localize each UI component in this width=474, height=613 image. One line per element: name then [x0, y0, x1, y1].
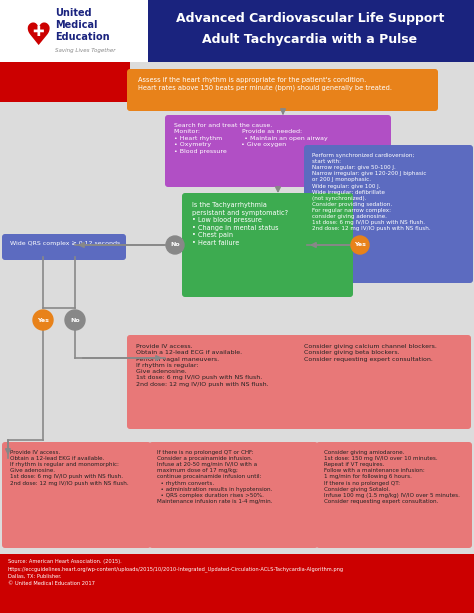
Text: Advanced Cardiovascular Life Support: Advanced Cardiovascular Life Support	[176, 12, 444, 25]
Text: Yes: Yes	[37, 318, 49, 322]
FancyBboxPatch shape	[0, 0, 148, 62]
Text: ♥: ♥	[24, 22, 52, 51]
Circle shape	[166, 236, 184, 254]
FancyBboxPatch shape	[304, 145, 473, 283]
Text: If there is no prolonged QT or CHF:
Consider a procainamide infusion.
Infuse at : If there is no prolonged QT or CHF: Cons…	[157, 450, 273, 504]
FancyBboxPatch shape	[127, 335, 471, 429]
Text: Source: American Heart Association. (2015).
https://eccguidelines.heart.org/wp-c: Source: American Heart Association. (201…	[8, 559, 344, 585]
Text: Assess if the heart rhythm is appropriate for the patient's condition.
Heart rat: Assess if the heart rhythm is appropriat…	[138, 77, 392, 91]
Text: Provide IV access.
Obtain a 12-lead EKG if available.
If rhythm is regular and m: Provide IV access. Obtain a 12-lead EKG …	[10, 450, 128, 485]
FancyBboxPatch shape	[0, 62, 130, 102]
Text: Provide IV access.
Obtain a 12-lead ECG if available.
Perform vagal maneuvers.
I: Provide IV access. Obtain a 12-lead ECG …	[136, 344, 269, 387]
Text: Consider giving calcium channel blockers.
Consider giving beta blockers.
Conside: Consider giving calcium channel blockers…	[304, 344, 437, 362]
Text: United
Medical
Education: United Medical Education	[55, 8, 109, 42]
Circle shape	[351, 236, 369, 254]
FancyBboxPatch shape	[0, 554, 474, 613]
Text: Perform synchronized cardioversion;
start with:
Narrow regular: give 50-100 J.
N: Perform synchronized cardioversion; star…	[312, 153, 430, 232]
Text: Search for and treat the cause.
Monitor:                     Provide as needed:
: Search for and treat the cause. Monitor:…	[174, 123, 328, 154]
FancyBboxPatch shape	[2, 442, 151, 548]
Circle shape	[65, 310, 85, 330]
FancyBboxPatch shape	[127, 69, 438, 111]
FancyBboxPatch shape	[149, 442, 318, 548]
FancyBboxPatch shape	[2, 234, 126, 260]
Text: Is the Tachyarrhythmia
persistant and symptomatic?
• Low blood pressure
• Change: Is the Tachyarrhythmia persistant and sy…	[192, 202, 288, 246]
Text: ✚: ✚	[32, 25, 44, 39]
FancyBboxPatch shape	[316, 442, 472, 548]
Text: No: No	[170, 243, 180, 248]
Circle shape	[33, 310, 53, 330]
FancyBboxPatch shape	[165, 115, 391, 187]
Text: Consider giving amiodarone.
1st dose: 150 mg IV/IO over 10 minutes.
Repeat if VT: Consider giving amiodarone. 1st dose: 15…	[324, 450, 460, 504]
Text: No: No	[70, 318, 80, 322]
Text: Yes: Yes	[354, 243, 366, 248]
Text: Adult Tachycardia with a Pulse: Adult Tachycardia with a Pulse	[202, 33, 418, 46]
Text: Saving Lives Together: Saving Lives Together	[55, 48, 116, 53]
FancyBboxPatch shape	[182, 193, 353, 297]
Text: Wide QRS complex ≥ 0.12 seconds: Wide QRS complex ≥ 0.12 seconds	[10, 241, 120, 246]
FancyBboxPatch shape	[0, 0, 474, 62]
